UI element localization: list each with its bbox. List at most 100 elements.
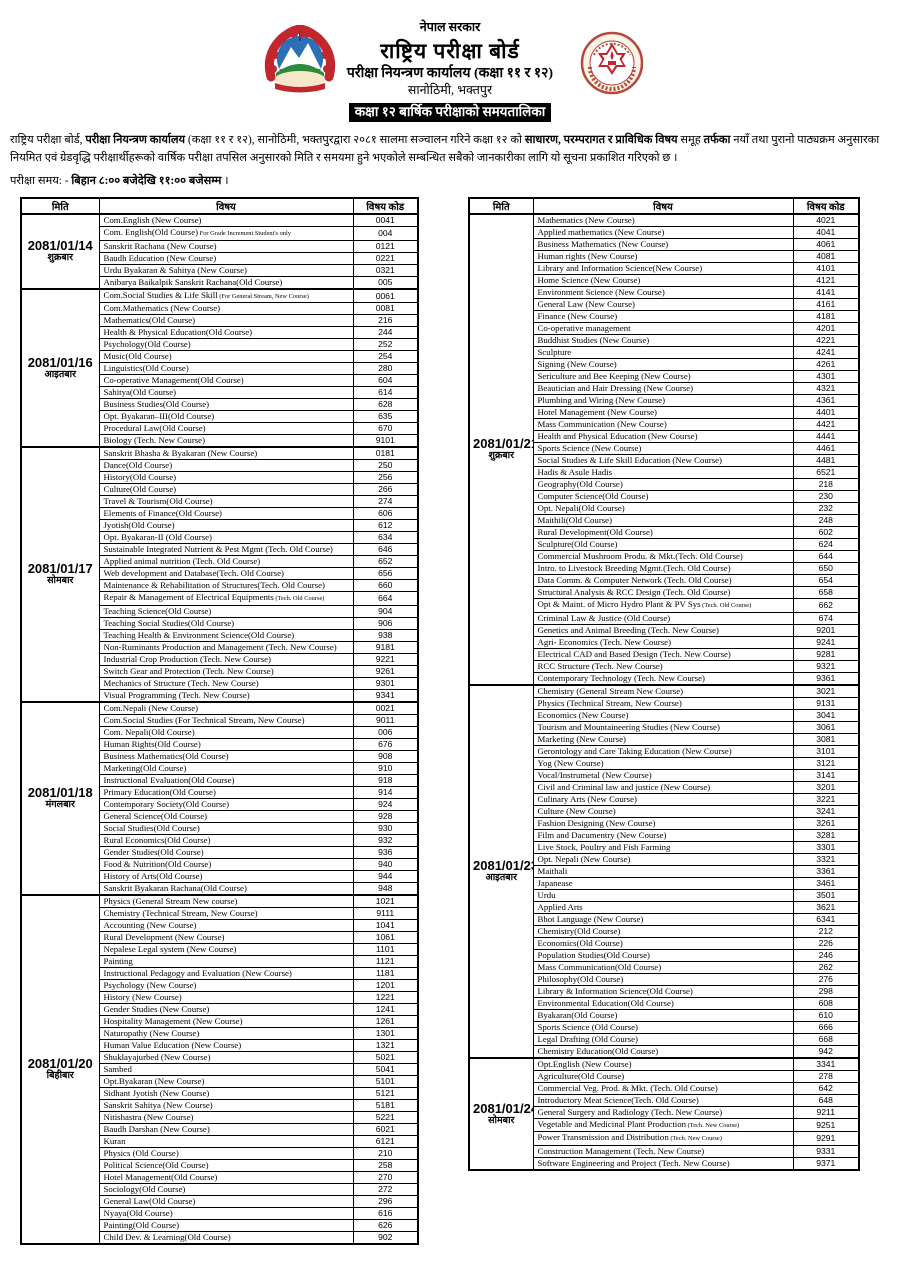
subject-text: Sculpture [537, 347, 572, 358]
schedule-tables: मिति विषय विषय कोड 2081/01/14 शुक्रबार Com.En… [0, 197, 900, 1272]
code-cell: 270 [352, 1170, 419, 1184]
subject-text: Baudh Darshan (New Course) [103, 1123, 210, 1134]
code-cell: 1061 [352, 930, 419, 944]
table-row: Repair & Management of Electrical Equipm… [21, 591, 419, 606]
subject-cell: Culture(Old Course) [98, 483, 354, 497]
subject-cell: Contemporary Technology (Tech. New Cours… [532, 671, 794, 686]
code-cell: 5121 [352, 1086, 419, 1100]
table-row: Sustainable Integrated Nutrient & Pest M… [21, 543, 419, 557]
code-cell: 674 [792, 611, 860, 625]
code-cell: 602 [792, 526, 860, 539]
subject-cell: Hospitality Management (New Course) [98, 1014, 354, 1028]
subject-text: Mass Communication (New Course) [537, 419, 667, 430]
code-cell: 3041 [792, 708, 860, 722]
table-row: Instructional Pedagogy and Evaluation (N… [21, 966, 419, 980]
table-row: Live Stock, Poultry and Fish Farming 3301 [469, 840, 860, 854]
code-cell: 3501 [792, 888, 860, 902]
subject-text: General Surgery and Radiology (Tech. New… [537, 1106, 723, 1117]
code-cell: 9261 [352, 664, 419, 678]
text-segment: । [221, 175, 229, 187]
date-value: 2081/01/16 [27, 354, 93, 370]
subject-cell: General Law (New Course) [532, 298, 794, 311]
subject-text: Contemporary Society(Old Course) [103, 798, 230, 809]
subject-text: Rural Economics(Old Course) [103, 834, 211, 845]
subject-text: Accounting (New Course) [103, 919, 197, 930]
date-value: 2081/01/20 [27, 1056, 93, 1072]
code-cell: 9011 [352, 713, 419, 727]
subject-text: Nepalese Legal system (New Course) [103, 943, 237, 954]
code-cell: 9371 [792, 1156, 860, 1171]
subject-text: Electrical CAD and Based Design (Tech. N… [537, 648, 731, 659]
subject-cell: Com.Nepali (New Course) [98, 701, 354, 715]
subject-text: General Science(Old Course) [103, 810, 208, 821]
subject-text: Power Transmission and Distribution [537, 1132, 669, 1143]
weekday-value: शुक्रबार [47, 253, 74, 264]
code-cell: 940 [352, 857, 419, 871]
subject-cell: Library & Information Science(Old Course… [532, 984, 794, 998]
table-row: Agriculture(Old Course) 278 [469, 1069, 860, 1083]
subject-text: Opt.English (New Course) [537, 1058, 632, 1069]
subject-text: Switch Gear and Protection (Tech. New Co… [103, 665, 274, 676]
code-cell: 904 [352, 604, 419, 618]
weekday-value: बिहीबार [46, 1071, 74, 1082]
subject-cell: Computer Science(Old Course) [532, 490, 794, 503]
subject-cell: Live Stock, Poultry and Fish Farming [532, 840, 794, 854]
table-row: Opt & Maint. of Micro Hydro Plant & PV S… [469, 598, 860, 613]
code-cell: 218 [792, 478, 860, 491]
exam-time-line: परीक्षा समय: - बिहान ८:०० बजेदेखि ११:०० … [10, 173, 890, 188]
code-cell: 272 [352, 1182, 419, 1196]
subject-text: Shuklayajurbed (New Course) [103, 1051, 211, 1062]
nepal-government-emblem-icon [263, 24, 337, 102]
code-cell: 9291 [792, 1131, 860, 1146]
subject-cell: Power Transmission and Distribution (Tec… [532, 1131, 794, 1146]
subject-cell: Food & Nutrition(Old Course) [98, 857, 354, 871]
table-row: 2081/01/16 आइतबार Com.Social Studies & Lif… [20, 288, 419, 448]
code-cell: 4261 [792, 358, 860, 371]
subject-cell: Com.Social Studies & Life Skill (For Gen… [98, 288, 354, 304]
subject-text: Music(Old Course) [103, 351, 172, 362]
subject-text: Primary Education(Old Course) [103, 786, 216, 797]
subject-text: History of Arts(Old Course) [103, 870, 203, 881]
national-examination-board-seal-icon [580, 31, 644, 100]
subject-text: Opt.Byakaran (New Course) [103, 1075, 205, 1086]
table-row: General Surgery and Radiology (Tech. New… [469, 1105, 860, 1119]
table-row: Child Dev. & Learning(Old Course) 902 [21, 1230, 419, 1245]
subject-text: Com.Social Studies (For Technical Stream… [103, 714, 305, 725]
subject-cell: Biology (Tech. New Course) [98, 434, 354, 448]
code-cell: 1201 [352, 978, 419, 992]
code-cell: 4221 [792, 334, 860, 347]
subject-cell: Rural Development(Old Course) [532, 526, 794, 539]
subject-text: Rural Development(Old Course) [537, 527, 653, 538]
subject-text: Chemistry (Technical Stream, New Course) [103, 907, 258, 918]
subject-cell: Geography(Old Course) [532, 478, 794, 491]
code-cell: 4361 [792, 394, 860, 407]
subject-text: Bhot Language (New Course) [537, 913, 644, 924]
subject-cell: Fashion Designing (New Course) [532, 816, 794, 830]
code-cell: 9331 [792, 1144, 860, 1158]
code-cell: 250 [352, 459, 419, 473]
subject-cell: Gerontology and Care Taking Education (N… [532, 744, 794, 758]
table-row: Switch Gear and Protection (Tech. New Co… [21, 664, 419, 678]
subject-text: Geography(Old Course) [537, 479, 623, 490]
subject-text: Psychology(Old Course) [103, 339, 191, 350]
code-cell: 676 [352, 737, 419, 751]
subject-note: For Grade Increment Student's only [198, 230, 291, 237]
code-cell: 604 [352, 374, 419, 388]
subject-text: Environmental Education(Old Course) [537, 997, 674, 1008]
subject-text: Sanskrit Bhasha & Byakaran (New Course) [103, 448, 258, 459]
table-row: Nyaya(Old Course) 616 [21, 1206, 419, 1220]
subject-text: Intro. to Livestock Breeding Mgmt.(Tech.… [537, 563, 731, 574]
date-group: 2081/01/18 मंगलबार Com.Nepali (New Course)… [20, 701, 419, 896]
code-cell: 664 [352, 591, 419, 606]
table-row: Byakaran(Old Course) 610 [469, 1008, 860, 1022]
table-row: Contemporary Society(Old Course) 924 [21, 797, 419, 811]
subject-cell: Film and Dacumentry (New Course) [532, 828, 794, 842]
code-cell: 4121 [792, 274, 860, 287]
subject-text: Culture(Old Course) [103, 484, 177, 495]
subject-cell: Mass Communication(Old Course) [532, 960, 794, 974]
subject-text: Gender Studies (New Course) [103, 1003, 210, 1014]
date-cell: 2081/01/14 शुक्रबार [20, 213, 100, 290]
notice-paragraph: राष्ट्रिय परीक्षा बोर्ड, परीक्षा नियन्त्… [10, 132, 890, 167]
subject-cell: Nyaya(Old Course) [98, 1206, 354, 1220]
code-cell: 216 [352, 314, 419, 328]
